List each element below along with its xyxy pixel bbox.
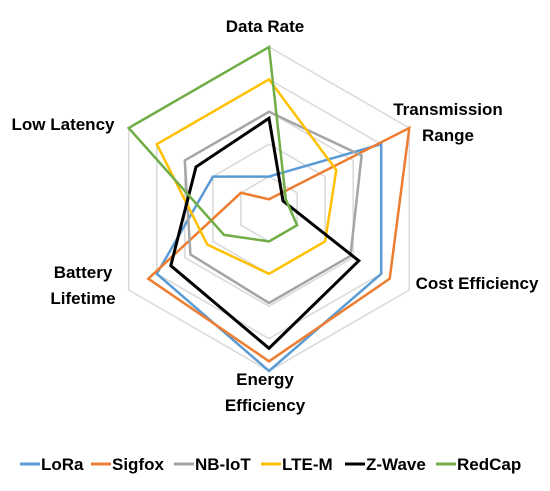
series-nb-iot <box>183 110 363 305</box>
axis-label-cost-efficiency: Cost Efficiency <box>416 274 539 293</box>
grid-ring-5 <box>127 46 411 372</box>
axis-label-energy-efficiency: Energy Efficiency <box>225 370 306 415</box>
series-lora <box>155 142 383 373</box>
chart-legend: LoRa Sigfox NB-IoT LTE-M Z-Wave RedCap <box>20 455 521 474</box>
legend-label-z-wave: Z-Wave <box>366 455 426 474</box>
radar-grid <box>127 46 411 372</box>
legend-label-nb-iot: NB-IoT <box>195 455 251 474</box>
radar-series <box>126 44 411 373</box>
legend-label-redcap: RedCap <box>457 455 521 474</box>
axis-label-data-rate: Data Rate <box>226 17 304 36</box>
series-redcap <box>126 44 299 243</box>
legend-label-sigfox: Sigfox <box>112 455 164 474</box>
series-sigfox <box>146 125 411 363</box>
axis-labels: Data Rate Transmission Range Cost Efficienc… <box>12 17 539 415</box>
axis-label-low-latency: Low Latency <box>12 115 116 134</box>
legend-label-lte-m: LTE-M <box>282 455 333 474</box>
series-lte-m <box>155 77 338 276</box>
axis-label-transmission-range: Transmission Range <box>393 100 503 145</box>
legend-label-lora: LoRa <box>41 455 84 474</box>
series-z-wave <box>169 115 362 351</box>
axis-label-battery-lifetime: Battery Lifetime <box>50 263 115 308</box>
